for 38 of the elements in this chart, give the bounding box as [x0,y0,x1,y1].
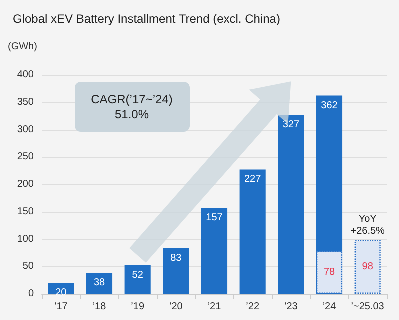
y-tick-label: 300 [17,124,34,136]
y-tick-label: 350 [17,96,34,108]
bar [240,170,266,294]
bar [124,266,151,294]
y-tick-label: 100 [17,234,34,245]
y-tick-label: 250 [17,152,34,163]
data-label: 362 [321,100,338,112]
bar [163,248,190,294]
data-label: 38 [94,278,106,289]
y-tick-label: 50 [22,261,34,272]
y-tick-label: 150 [17,206,34,218]
data-label: 52 [132,270,144,282]
data-label: 83 [170,253,182,264]
bar [278,114,304,294]
y-tick-label: 400 [17,70,34,80]
bar [354,240,381,294]
x-tick-label: ’24 [322,302,337,312]
annotation: YoY +26.5% [350,214,386,237]
x-tick-label: ’19 [131,302,145,312]
x-tick-label: ’22 [246,302,260,312]
x-tick-label: ’~25.03 [351,302,385,312]
data-label: 98 [362,262,374,273]
bar [201,208,228,294]
x-tick-label: ’23 [284,302,298,312]
data-label: 157 [206,212,224,224]
x-tick-label: ’17 [54,302,68,312]
x-tick-label: ’20 [169,302,184,312]
chart-title: Global xEV Battery Installment Trend (excl. China) [13,12,280,26]
y-tick-label: 0 [28,288,34,300]
bar [86,273,113,294]
annotation: CAGR(’17~’24) 51.0% [91,92,173,122]
x-tick-label: ’21 [208,302,222,312]
data-label: 78 [324,267,336,278]
y-axis-title: (GWh) [8,42,38,52]
data-label: 227 [244,174,262,186]
x-tick-label: ’18 [92,302,107,312]
y-tick-label: 200 [17,179,34,190]
data-label: 327 [282,119,300,130]
